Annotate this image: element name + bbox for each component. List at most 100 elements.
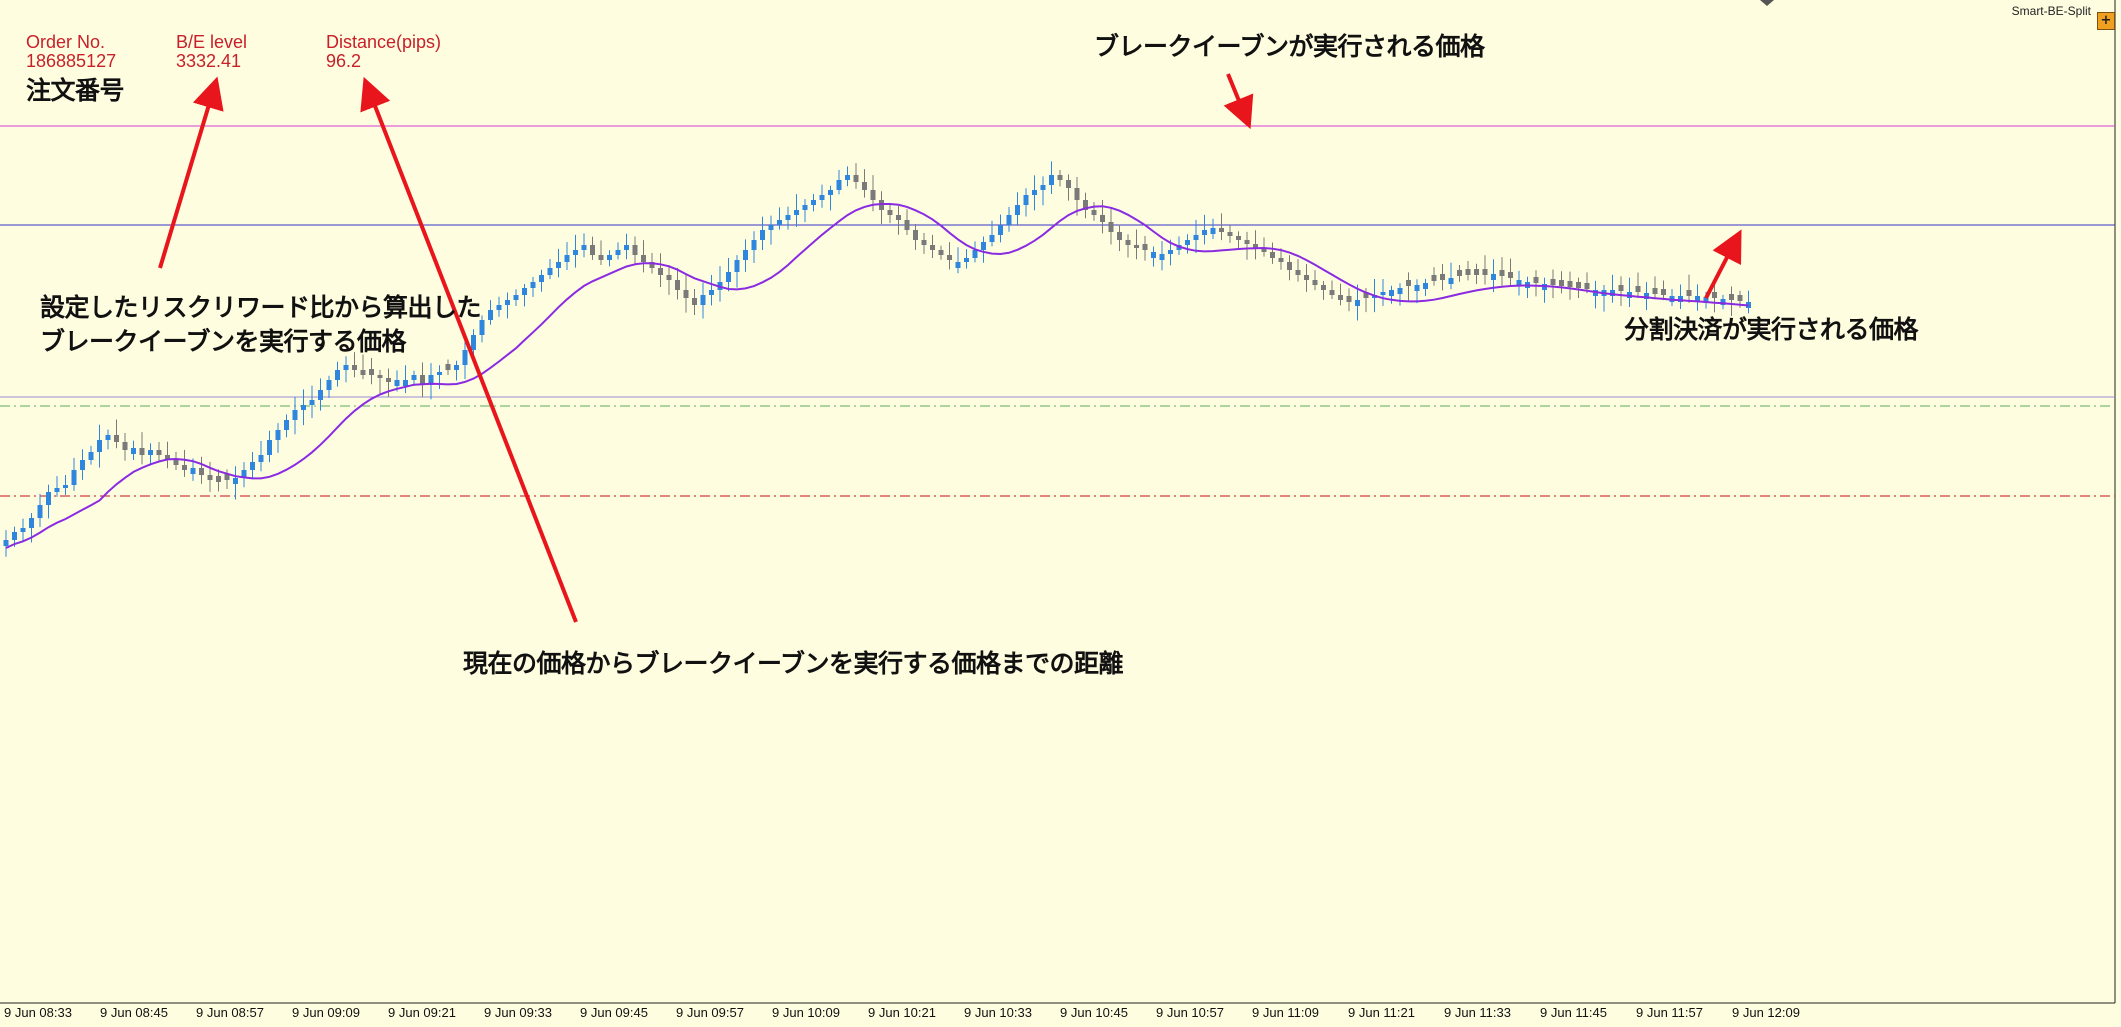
candle-body bbox=[1032, 190, 1037, 195]
candle-body bbox=[114, 435, 119, 442]
candle-body bbox=[1125, 240, 1131, 245]
candle-body bbox=[309, 400, 315, 405]
candle-body bbox=[573, 250, 578, 255]
candle-body bbox=[955, 262, 961, 268]
time-axis-label: 9 Jun 10:09 bbox=[772, 1005, 840, 1020]
annotation-split-price: 分割決済が実行される価格 bbox=[1624, 315, 1919, 344]
candle-body bbox=[1661, 289, 1666, 295]
candle-body bbox=[607, 255, 612, 260]
candle-body bbox=[471, 335, 476, 350]
arrow-distance bbox=[360, 76, 578, 623]
candle-body bbox=[182, 465, 187, 470]
time-axis-label: 9 Jun 11:33 bbox=[1444, 1005, 1511, 1020]
candle-body bbox=[777, 220, 782, 225]
candle-body bbox=[241, 470, 247, 478]
annotation-rr-line2: ブレークイーブンを実行する価格 bbox=[40, 327, 407, 356]
annotation-order-number: 注文番号 bbox=[26, 76, 125, 105]
candle-body bbox=[190, 468, 196, 474]
candle-body bbox=[530, 282, 536, 288]
candle-body bbox=[692, 298, 697, 305]
candle-body bbox=[1210, 228, 1216, 234]
candle-body bbox=[658, 268, 663, 275]
candle-body bbox=[1023, 195, 1029, 205]
distance-block: Distance(pips) 96.2 bbox=[326, 33, 441, 71]
candle-body bbox=[1380, 292, 1386, 295]
candle-body bbox=[1474, 269, 1479, 275]
candle-body bbox=[938, 250, 944, 255]
candle-body bbox=[547, 268, 553, 275]
candle-body bbox=[1584, 283, 1590, 289]
candle-body bbox=[1227, 232, 1233, 236]
candle-body bbox=[411, 375, 417, 380]
candle-body bbox=[1491, 274, 1496, 280]
candle-body bbox=[513, 295, 519, 300]
candle-body bbox=[1091, 210, 1097, 215]
candle-body bbox=[1559, 280, 1564, 286]
candle-body bbox=[641, 255, 646, 262]
distance-label: Distance(pips) bbox=[326, 32, 442, 52]
candle-body bbox=[1729, 294, 1734, 300]
candle-body bbox=[1117, 232, 1122, 240]
candle-body bbox=[318, 390, 323, 400]
time-axis-label: 9 Jun 10:57 bbox=[1156, 1005, 1224, 1020]
candle-body bbox=[505, 300, 510, 305]
candle-body bbox=[1635, 286, 1641, 292]
order-number-value: 186885127 bbox=[26, 51, 117, 71]
candle-body bbox=[590, 245, 595, 255]
candle-body bbox=[1304, 275, 1309, 280]
time-axis-label: 9 Jun 11:21 bbox=[1348, 1005, 1415, 1020]
candle-body bbox=[564, 255, 570, 262]
candle-body bbox=[1644, 293, 1649, 299]
candle-body bbox=[496, 305, 502, 310]
annotation-distance: 現在の価格からブレークイーブンを実行する価格までの距離 bbox=[463, 649, 1124, 678]
candle-body bbox=[556, 262, 561, 268]
time-axis-label: 9 Jun 09:45 bbox=[580, 1005, 648, 1020]
time-axis-label: 9 Jun 11:57 bbox=[1636, 1005, 1703, 1020]
candle-body bbox=[1006, 215, 1012, 225]
scroll-marker-icon[interactable] bbox=[1760, 0, 1774, 6]
time-axis-label: 9 Jun 11:45 bbox=[1540, 1005, 1607, 1020]
candle-body bbox=[1516, 280, 1522, 286]
candle-body bbox=[1610, 290, 1615, 296]
candle-body bbox=[921, 240, 927, 245]
ea-plus-button[interactable]: + bbox=[2097, 12, 2115, 30]
candle-body bbox=[1270, 252, 1275, 258]
candle-body bbox=[1185, 240, 1190, 245]
candle-body bbox=[1338, 295, 1343, 300]
candle-body bbox=[751, 240, 757, 250]
candle-body bbox=[377, 375, 383, 378]
candle-body bbox=[454, 365, 459, 370]
arrow-be-level bbox=[158, 76, 224, 269]
candle-body bbox=[836, 180, 842, 190]
be-level-label: B/E level bbox=[176, 32, 248, 52]
candle-body bbox=[1261, 248, 1267, 252]
candle-body bbox=[1508, 272, 1513, 278]
time-axis-label: 9 Jun 09:57 bbox=[676, 1005, 744, 1020]
candle-body bbox=[1244, 240, 1250, 244]
candle-body bbox=[989, 235, 995, 242]
order-number-block: Order No. 186885127 bbox=[26, 33, 116, 71]
candle-body bbox=[1083, 200, 1088, 210]
candle-body bbox=[1576, 282, 1581, 288]
candle-body bbox=[1720, 299, 1726, 305]
candle-body bbox=[700, 295, 706, 305]
candle-body bbox=[972, 250, 978, 258]
candle-body bbox=[1134, 245, 1139, 248]
candle-body bbox=[1219, 228, 1224, 232]
candle-body bbox=[1737, 295, 1743, 301]
candle-body bbox=[947, 255, 952, 260]
moving-average-line bbox=[5, 203, 1749, 549]
candle-body bbox=[1278, 258, 1284, 262]
candle-body bbox=[1482, 269, 1488, 275]
time-axis-label: 9 Jun 10:21 bbox=[868, 1005, 936, 1020]
candle-body bbox=[649, 262, 655, 268]
candle-body bbox=[1049, 175, 1054, 185]
candle-body bbox=[250, 462, 255, 470]
candle-body bbox=[811, 200, 816, 205]
candle-body bbox=[207, 475, 213, 480]
candle-body bbox=[1287, 262, 1292, 270]
candle-body bbox=[862, 182, 867, 190]
candle-body bbox=[785, 215, 791, 220]
candle-body bbox=[1414, 285, 1420, 291]
